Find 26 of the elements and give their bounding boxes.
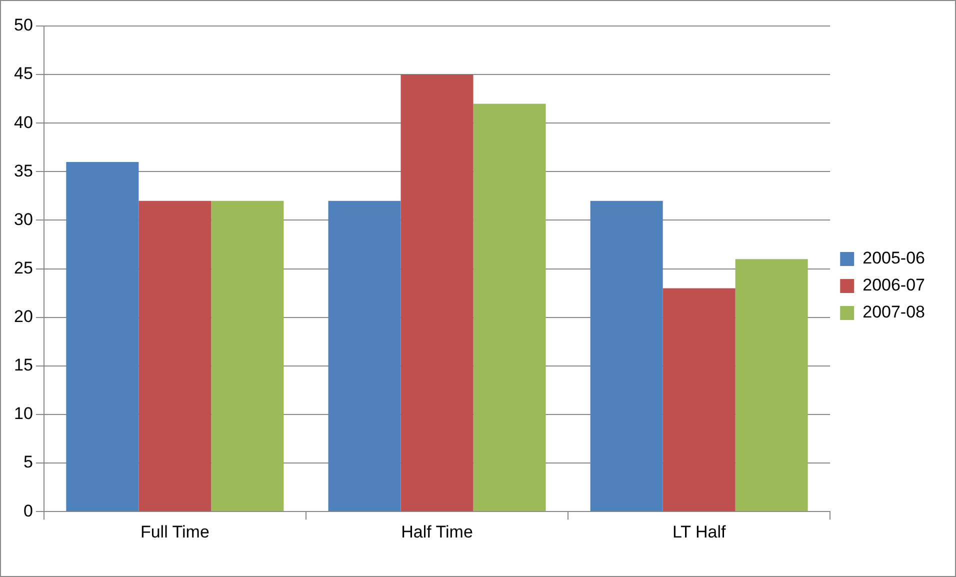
legend-label: 2006-07 [862, 276, 925, 295]
y-tick-label: 15 [14, 356, 33, 375]
y-tick-label: 0 [23, 501, 33, 520]
legend-label: 2005-06 [862, 248, 925, 268]
y-tick-label: 45 [14, 64, 33, 84]
y-tick-label: 30 [14, 210, 33, 229]
y-tick-label: 20 [14, 307, 33, 326]
bar [66, 162, 139, 512]
bar [138, 200, 212, 512]
y-tick-label: 10 [14, 404, 33, 424]
y-tick-label: 35 [14, 161, 33, 180]
bar [590, 200, 663, 512]
bar [400, 74, 474, 512]
bar [473, 104, 546, 512]
bar [662, 288, 736, 512]
legend-label: 2007-08 [862, 302, 925, 322]
x-tick-label: Full Time [140, 522, 210, 542]
bar [328, 200, 401, 512]
y-tick-label: 50 [14, 16, 33, 35]
y-tick-label: 40 [14, 112, 33, 132]
bar [735, 259, 808, 512]
bar [211, 200, 284, 512]
x-tick-label: LT Half [672, 522, 726, 542]
x-tick-label: Half Time [401, 522, 473, 542]
y-tick-label: 25 [14, 258, 33, 278]
y-tick-label: 5 [23, 452, 33, 472]
